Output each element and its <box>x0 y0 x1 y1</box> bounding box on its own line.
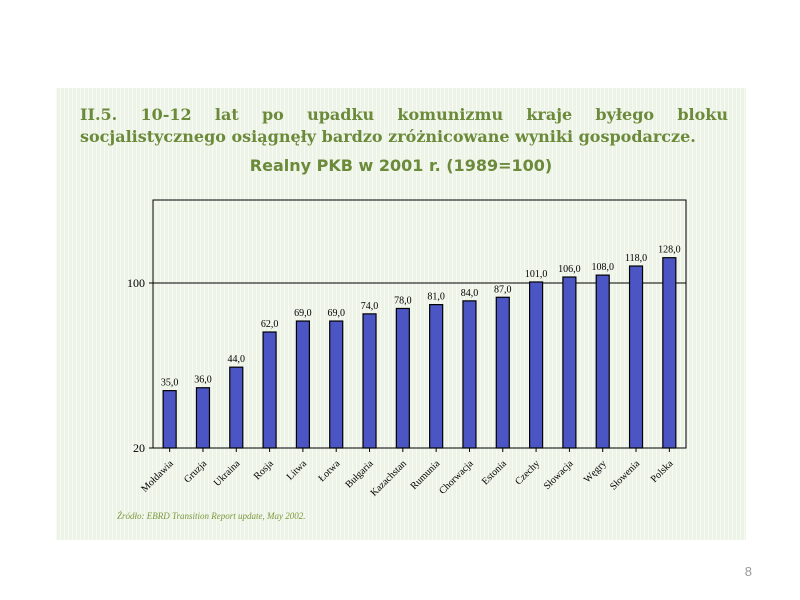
bar <box>462 300 477 449</box>
x-category-label: Czechy <box>513 458 542 487</box>
bar <box>295 320 311 449</box>
bar-data-label: 69,0 <box>327 308 345 319</box>
x-category-label: Kazachstan <box>369 458 409 498</box>
bar-data-label: 81,0 <box>427 292 445 303</box>
source-note: Źródło: EBRD Transition Report update, M… <box>117 511 306 521</box>
x-category-label: Łotwa <box>316 458 342 484</box>
bar-data-label: 108,0 <box>591 262 614 273</box>
bar <box>429 304 444 449</box>
bar-data-label: 74,0 <box>361 301 379 312</box>
plot-area-border <box>152 199 687 449</box>
bar <box>229 366 244 449</box>
bar-data-label: 101,0 <box>525 269 548 280</box>
x-category-label: Słowacja <box>542 458 576 492</box>
bar <box>595 274 610 449</box>
bar-data-label: 44,0 <box>228 354 246 365</box>
bar <box>562 276 577 449</box>
bar <box>329 320 344 449</box>
bar <box>162 390 177 449</box>
x-category-label: Rumunia <box>409 458 443 492</box>
x-category-label: Słowenia <box>608 458 642 492</box>
x-category-label: Chorwacja <box>437 458 476 497</box>
bar <box>195 387 211 449</box>
x-category-label: Polska <box>649 458 676 485</box>
bar-data-label: 128,0 <box>658 245 681 256</box>
bar-data-label: 118,0 <box>625 253 647 264</box>
y-tick-label: 100 <box>127 276 145 290</box>
bar-data-label: 35,0 <box>161 378 179 389</box>
bar <box>528 281 544 449</box>
x-category-label: Ukraina <box>212 458 243 489</box>
bar-data-label: 78,0 <box>394 295 412 306</box>
bar <box>495 296 510 449</box>
bar <box>662 257 677 449</box>
bar-data-label: 106,0 <box>558 264 581 275</box>
slide-title: II.5. 10-12 lat po upadku komunizmu kraj… <box>80 105 728 146</box>
bar-data-label: 36,0 <box>194 375 212 386</box>
bar-data-label: 84,0 <box>461 288 479 299</box>
x-category-label: Estonia <box>480 458 509 487</box>
x-category-label: Węgry <box>582 458 609 485</box>
x-category-label: Litwa <box>285 458 310 483</box>
bar-data-label: 62,0 <box>261 319 279 330</box>
x-category-label: Mołdawia <box>139 458 176 495</box>
x-category-label: Rosja <box>252 458 276 482</box>
bar <box>628 265 644 449</box>
bar-data-label: 87,0 <box>494 284 512 295</box>
bar <box>395 307 410 449</box>
bar-data-label: 69,0 <box>294 308 312 319</box>
x-category-label: Gruzja <box>182 458 209 485</box>
chart-title: Realny PKB w 2001 r. (1989=100) <box>249 156 553 175</box>
x-category-label: Bułgaria <box>344 458 377 491</box>
bar <box>362 313 377 449</box>
page-number: 8 <box>744 564 752 579</box>
bar <box>262 331 277 449</box>
y-tick-label: 20 <box>133 441 145 455</box>
